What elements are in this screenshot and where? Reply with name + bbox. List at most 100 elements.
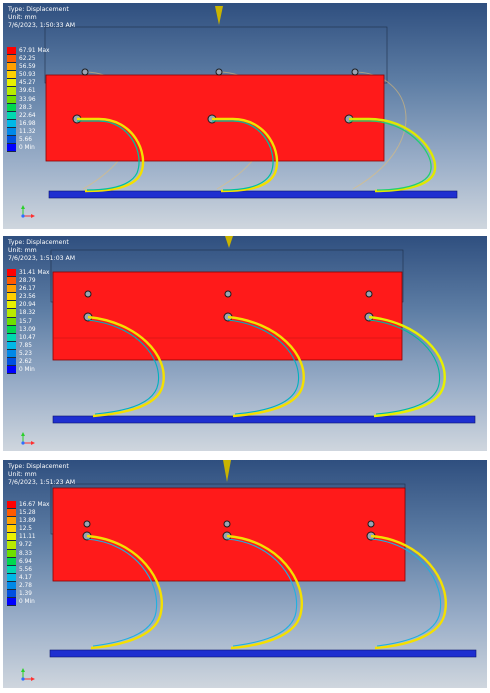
legend-value: 62.25 [19, 56, 36, 63]
legend-swatch [7, 598, 16, 607]
legend-swatch [7, 525, 16, 534]
legend-value: 1.39 [19, 591, 32, 598]
legend-swatch [7, 269, 16, 278]
legend-value: 5.56 [19, 566, 32, 573]
legend-swatch [7, 309, 16, 318]
deformed-springs [77, 117, 437, 193]
legend-value: 28.79 [19, 278, 36, 285]
legend-value: 0 Min [19, 599, 35, 606]
legend-value: 13.09 [19, 326, 36, 333]
legend-swatch [7, 557, 16, 566]
result-header-2: Type: Displacement Unit: mm 7/6/2023, 1:… [8, 239, 75, 264]
spring-inner-edges [77, 120, 432, 191]
fea-scene-2 [21, 236, 476, 445]
pins [83, 290, 374, 322]
legend-value: 12.5 [19, 526, 32, 533]
fea-scene-1 [21, 6, 458, 218]
result-viewport-2[interactable]: Type: Displacement Unit: mm 7/6/2023, 1:… [3, 236, 487, 451]
legend-swatch [7, 111, 16, 120]
legend-value: 4.17 [19, 574, 32, 581]
axis-triad [21, 668, 35, 681]
result-unit-label: Unit: mm [8, 14, 37, 22]
legend-swatch [7, 293, 16, 302]
legend-value: 18.32 [19, 310, 36, 317]
legend-value: 50.93 [19, 72, 36, 79]
deformed-springs [86, 534, 447, 650]
legend-swatch [7, 95, 16, 104]
legend-value: 23.56 [19, 294, 36, 301]
load-arrow-icon [215, 6, 223, 25]
legend-swatch [7, 277, 16, 286]
legend-swatch [7, 341, 16, 350]
axis-triad [21, 432, 35, 445]
legend-value: 5.66 [19, 137, 32, 144]
legend-value: 33.96 [19, 96, 36, 103]
legend-value: 16.98 [19, 120, 36, 127]
legend-swatch [7, 517, 16, 526]
legend-value: 13.89 [19, 518, 36, 525]
load-arrow-icon [223, 460, 231, 482]
result-timestamp: 7/6/2023, 1:50:33 AM [8, 22, 76, 30]
legend-swatch [7, 358, 16, 367]
base-plate [49, 649, 477, 658]
result-timestamp: 7/6/2023, 1:51:03 AM [8, 255, 76, 263]
legend-value: 39.61 [19, 88, 36, 95]
legend-swatch [7, 63, 16, 72]
result-unit-label: Unit: mm [8, 471, 37, 479]
legend-value: 9.72 [19, 542, 32, 549]
legend-value: 56.59 [19, 64, 36, 71]
legend-swatch [7, 509, 16, 518]
legend-swatch [7, 317, 16, 326]
legend-swatch [7, 333, 16, 342]
legend-swatch [7, 349, 16, 359]
legend-swatch [7, 590, 16, 599]
legend-swatch [7, 565, 16, 574]
result-unit-label: Unit: mm [8, 247, 37, 255]
legend-swatch [7, 103, 16, 112]
legend-value: 8.33 [19, 550, 32, 557]
result-timestamp: 7/6/2023, 1:51:23 AM [8, 479, 76, 487]
legend-swatch [7, 501, 16, 510]
legend-value: 20.94 [19, 302, 36, 309]
legend-swatch [7, 136, 16, 145]
legend-swatch [7, 366, 16, 375]
legend-value: 15.28 [19, 510, 36, 517]
legend-value: 26.17 [19, 286, 36, 293]
legend-swatch [7, 71, 16, 80]
legend-value: 6.94 [19, 558, 32, 565]
base-plate [48, 190, 458, 199]
legend-value: 2.78 [19, 582, 32, 589]
legend-value: 67.91 Max [19, 48, 50, 54]
spring-inner-edges [87, 319, 441, 415]
legend-value: 11.32 [19, 128, 36, 135]
legend-swatch [7, 127, 16, 137]
legend-swatch [7, 79, 16, 88]
axis-triad [21, 205, 35, 218]
result-viewport-3[interactable]: Type: Displacement Unit: mm 7/6/2023, 1:… [3, 460, 487, 688]
legend-swatch [7, 573, 16, 582]
legend-value: 5.23 [19, 350, 32, 357]
legend-swatch [7, 119, 16, 128]
legend-value: 22.64 [19, 112, 36, 119]
load-arrow-icon [225, 236, 233, 248]
result-type-label: Type: Displacement [8, 239, 69, 246]
result-header-1: Type: Displacement Unit: mm 7/6/2023, 1:… [8, 6, 75, 31]
legend-swatch [7, 541, 16, 550]
legend-swatch [7, 301, 16, 310]
legend-value: 31.41 Max [19, 270, 50, 276]
result-type-label: Type: Displacement [8, 463, 69, 470]
legend-value: 11.11 [19, 534, 36, 541]
result-header-3: Type: Displacement Unit: mm 7/6/2023, 1:… [8, 463, 75, 488]
legend-value: 10.47 [19, 334, 36, 341]
legend-swatch [7, 581, 16, 591]
legend-value: 0 Min [19, 145, 35, 152]
legend-value: 0 Min [19, 367, 35, 374]
legend-value: 7.85 [19, 342, 32, 349]
legend-swatch [7, 47, 16, 56]
result-viewport-1[interactable]: Type: Displacement Unit: mm 7/6/2023, 1:… [3, 3, 487, 229]
legend-value: 28.3 [19, 104, 32, 111]
spring-inner-edges [86, 538, 442, 647]
legend-swatch [7, 285, 16, 294]
fea-scene-3 [21, 460, 477, 681]
legend-swatch [7, 549, 16, 558]
